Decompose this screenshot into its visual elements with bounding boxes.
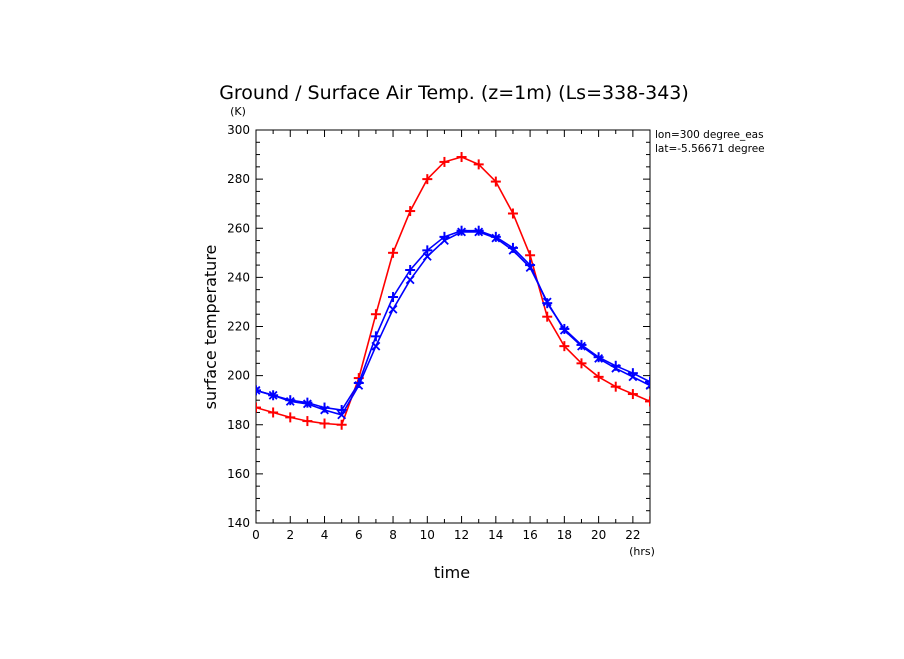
data-point [439, 156, 450, 167]
y-axis-label: surface temperature [201, 245, 220, 410]
x-tick-label: 22 [625, 528, 640, 542]
data-point [256, 385, 261, 395]
x-tick-label: 10 [420, 528, 435, 542]
axes: 0 2 4 6 8 10 12 14 16 18 20 22 140 160 180 200 220 240 260… [227, 123, 651, 542]
data-point [388, 247, 399, 258]
series-2 [256, 225, 650, 416]
data-point [319, 418, 330, 429]
data-point [353, 377, 364, 388]
data-point [645, 396, 650, 407]
data-point [405, 265, 416, 276]
y-tick-label: 200 [227, 369, 250, 383]
data-point [336, 405, 347, 416]
series-layer [256, 152, 650, 430]
y-tick-label: 280 [227, 172, 250, 186]
marker-x-b [422, 252, 432, 261]
data-point [473, 225, 484, 236]
data-point [525, 250, 536, 261]
marker-x-a [645, 381, 650, 387]
series-1 [256, 227, 650, 420]
data-point [490, 176, 501, 187]
y-tick-label: 220 [227, 320, 250, 334]
data-point [610, 360, 621, 371]
data-point [268, 407, 279, 418]
data-point [525, 260, 536, 271]
data-point [388, 292, 399, 303]
data-point [593, 352, 604, 363]
data-point [610, 381, 621, 392]
y-tick-label: 240 [227, 270, 250, 284]
data-point [422, 174, 433, 185]
annotation-lat: lat=-5.56671 degree [655, 143, 765, 155]
data-point [302, 416, 313, 427]
data-point [473, 159, 484, 170]
series-0 [256, 152, 650, 430]
data-point [645, 376, 650, 387]
data-point [285, 412, 296, 423]
chart-title: Ground / Surface Air Temp. (z=1m) (Ls=33… [219, 82, 689, 104]
y-tick-label: 180 [227, 418, 250, 432]
data-point [627, 368, 638, 379]
x-tick-label: 14 [488, 528, 503, 542]
data-point [593, 371, 604, 382]
data-point [268, 390, 279, 401]
annotation-lon: lon=300 degree_eas [655, 129, 764, 141]
data-point [256, 385, 261, 396]
x-tick-label: 12 [454, 528, 469, 542]
data-point [456, 225, 467, 236]
data-point [507, 208, 518, 219]
series-line [256, 231, 650, 416]
data-point [256, 402, 261, 413]
series-line [256, 156, 650, 426]
marker-x-b [645, 384, 650, 390]
data-point [422, 245, 433, 256]
data-point [507, 242, 518, 253]
x-tick-label: 8 [389, 528, 397, 542]
data-point [645, 381, 650, 390]
marker-x-b [405, 275, 415, 285]
data-point [542, 311, 553, 322]
data-point [559, 323, 570, 334]
y-tick-label: 260 [227, 221, 250, 235]
marker-x-a [256, 389, 261, 395]
data-point [319, 402, 330, 413]
y-tick-label: 140 [227, 516, 250, 530]
marker-x-b [371, 341, 381, 351]
y-axis-unit: (K) [230, 105, 246, 118]
data-point [370, 331, 381, 342]
x-axis-unit: (hrs) [629, 545, 655, 558]
x-tick-label: 2 [286, 528, 294, 542]
x-tick-label: 6 [355, 528, 363, 542]
x-axis-label: time [434, 563, 470, 582]
data-point [490, 231, 501, 242]
data-point [302, 397, 313, 408]
data-point [336, 419, 347, 430]
plot-frame [255, 129, 651, 524]
x-tick-label: 20 [591, 528, 606, 542]
data-point [405, 275, 415, 285]
x-tick-label: 4 [321, 528, 329, 542]
y-tick-label: 160 [227, 467, 250, 481]
data-point [576, 358, 587, 369]
data-point [627, 389, 638, 400]
data-point [559, 341, 570, 352]
data-point [439, 231, 450, 242]
x-tick-label: 18 [557, 528, 572, 542]
x-tick-label: 0 [252, 528, 260, 542]
data-point [405, 206, 416, 217]
x-tick-label: 16 [522, 528, 537, 542]
data-point [576, 339, 587, 350]
data-point [370, 309, 381, 320]
marker-x-b [388, 304, 398, 314]
series-line [256, 229, 650, 411]
data-point [542, 298, 553, 309]
data-point [388, 304, 398, 314]
data-point [456, 152, 467, 163]
marker-x-b [256, 385, 261, 392]
y-tick-label: 300 [227, 123, 250, 137]
data-point [285, 395, 296, 406]
